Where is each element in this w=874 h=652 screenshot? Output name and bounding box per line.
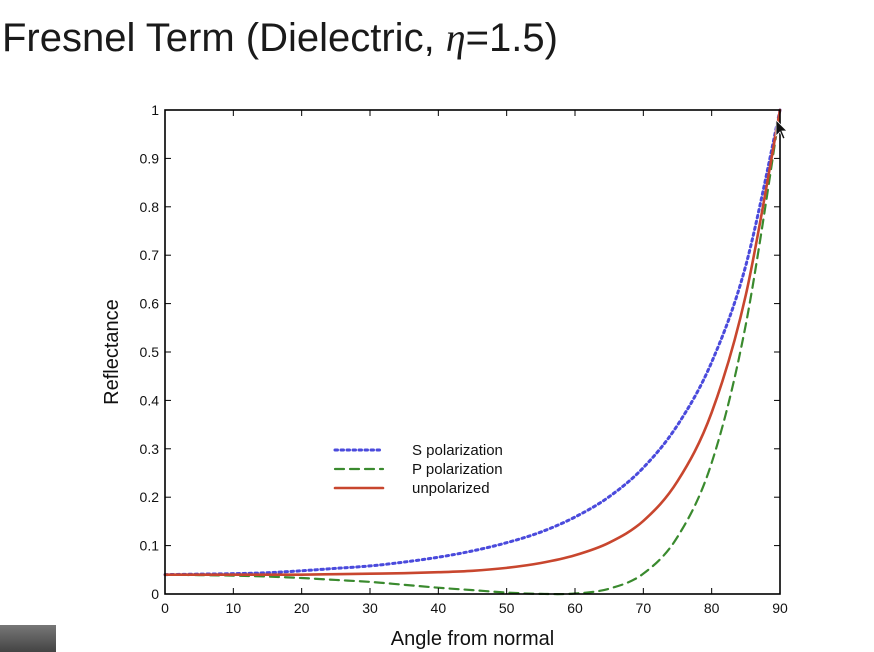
x-tick-label: 30 bbox=[362, 600, 378, 616]
slide-title-text: Fresnel Term (Dielectric, bbox=[2, 16, 446, 60]
y-tick-label: 0.6 bbox=[140, 296, 160, 312]
x-tick-label: 20 bbox=[294, 600, 310, 616]
slide-title-eta: η bbox=[445, 15, 466, 60]
x-tick-label: 80 bbox=[704, 600, 720, 616]
y-tick-label: 0.8 bbox=[140, 199, 160, 215]
x-tick-label: 60 bbox=[567, 600, 583, 616]
y-tick-label: 0 bbox=[151, 586, 159, 602]
y-tick-label: 0.9 bbox=[140, 150, 160, 166]
mouse-cursor-icon bbox=[775, 119, 788, 140]
plot-area-frame bbox=[164, 109, 781, 595]
x-axis-label: Angle from normal bbox=[391, 628, 554, 650]
slide-title-suffix: =1.5) bbox=[465, 16, 558, 60]
x-tick-label: 40 bbox=[431, 600, 447, 616]
tick-labels: 0 10 20 30 40 50 60 70 80 90 0 0.1 0.2 0.3 0.4 0.5 0.6 0.… bbox=[140, 102, 788, 616]
x-tick-label: 50 bbox=[499, 600, 515, 616]
legend-label-2: unpolarized bbox=[412, 480, 490, 497]
slide-title: Fresnel Term (Dielectric, η=1.5) bbox=[2, 14, 558, 61]
series-line-1 bbox=[163, 108, 782, 596]
y-tick-label: 0.4 bbox=[140, 392, 160, 408]
x-tick-label: 10 bbox=[226, 600, 242, 616]
series-line-2 bbox=[163, 108, 782, 576]
y-tick-label: 0.1 bbox=[140, 538, 160, 554]
x-tick-label: 90 bbox=[772, 600, 788, 616]
y-tick-label: 0.7 bbox=[140, 247, 160, 263]
series-lines bbox=[163, 108, 782, 596]
legend-label-1: P polarization bbox=[412, 461, 503, 478]
y-tick-label: 0.5 bbox=[140, 344, 160, 360]
legend-label-0: S polarization bbox=[412, 442, 503, 459]
y-axis-label: Reflectance bbox=[101, 299, 123, 405]
series-line-0 bbox=[163, 108, 782, 577]
axis-ticks bbox=[164, 109, 781, 595]
y-tick-label: 0.3 bbox=[140, 441, 160, 457]
corner-overlay bbox=[0, 625, 56, 652]
legend: S polarization P polarization unpolarized bbox=[333, 442, 503, 497]
x-tick-label: 70 bbox=[636, 600, 652, 616]
y-tick-label: 0.2 bbox=[140, 489, 160, 505]
y-tick-label: 1 bbox=[151, 102, 159, 118]
x-tick-label: 0 bbox=[161, 600, 169, 616]
